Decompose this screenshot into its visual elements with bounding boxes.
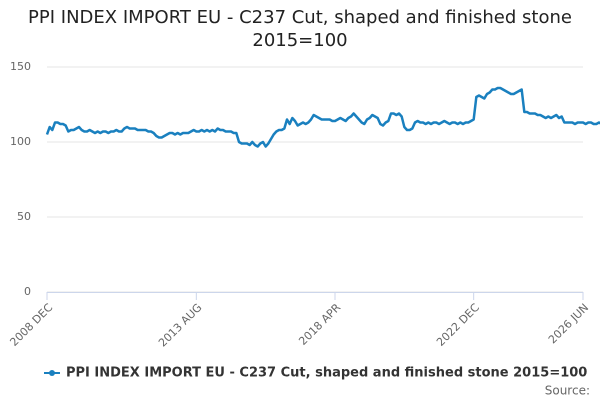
x-tick-label: 2026 JUN xyxy=(546,301,591,346)
legend-marker xyxy=(49,370,55,376)
y-tick-label: 50 xyxy=(17,210,31,223)
x-tick-label: 2018 APR xyxy=(296,301,343,348)
source: Source: xyxy=(545,384,590,398)
x-tick-label: 2022 DEC xyxy=(434,301,482,349)
data-line xyxy=(45,86,600,148)
x-tick-label: 2013 AUG xyxy=(156,301,205,350)
x-tick-label: 2008 DEC xyxy=(7,301,55,349)
chart-title: PPI INDEX IMPORT EU - C237 Cut, shaped a… xyxy=(28,7,572,51)
y-tick-label: 0 xyxy=(24,285,31,298)
y-tick-label: 100 xyxy=(10,135,31,148)
legend-label: PPI INDEX IMPORT EU - C237 Cut, shaped a… xyxy=(66,366,587,381)
y-tick-label: 150 xyxy=(10,60,31,73)
